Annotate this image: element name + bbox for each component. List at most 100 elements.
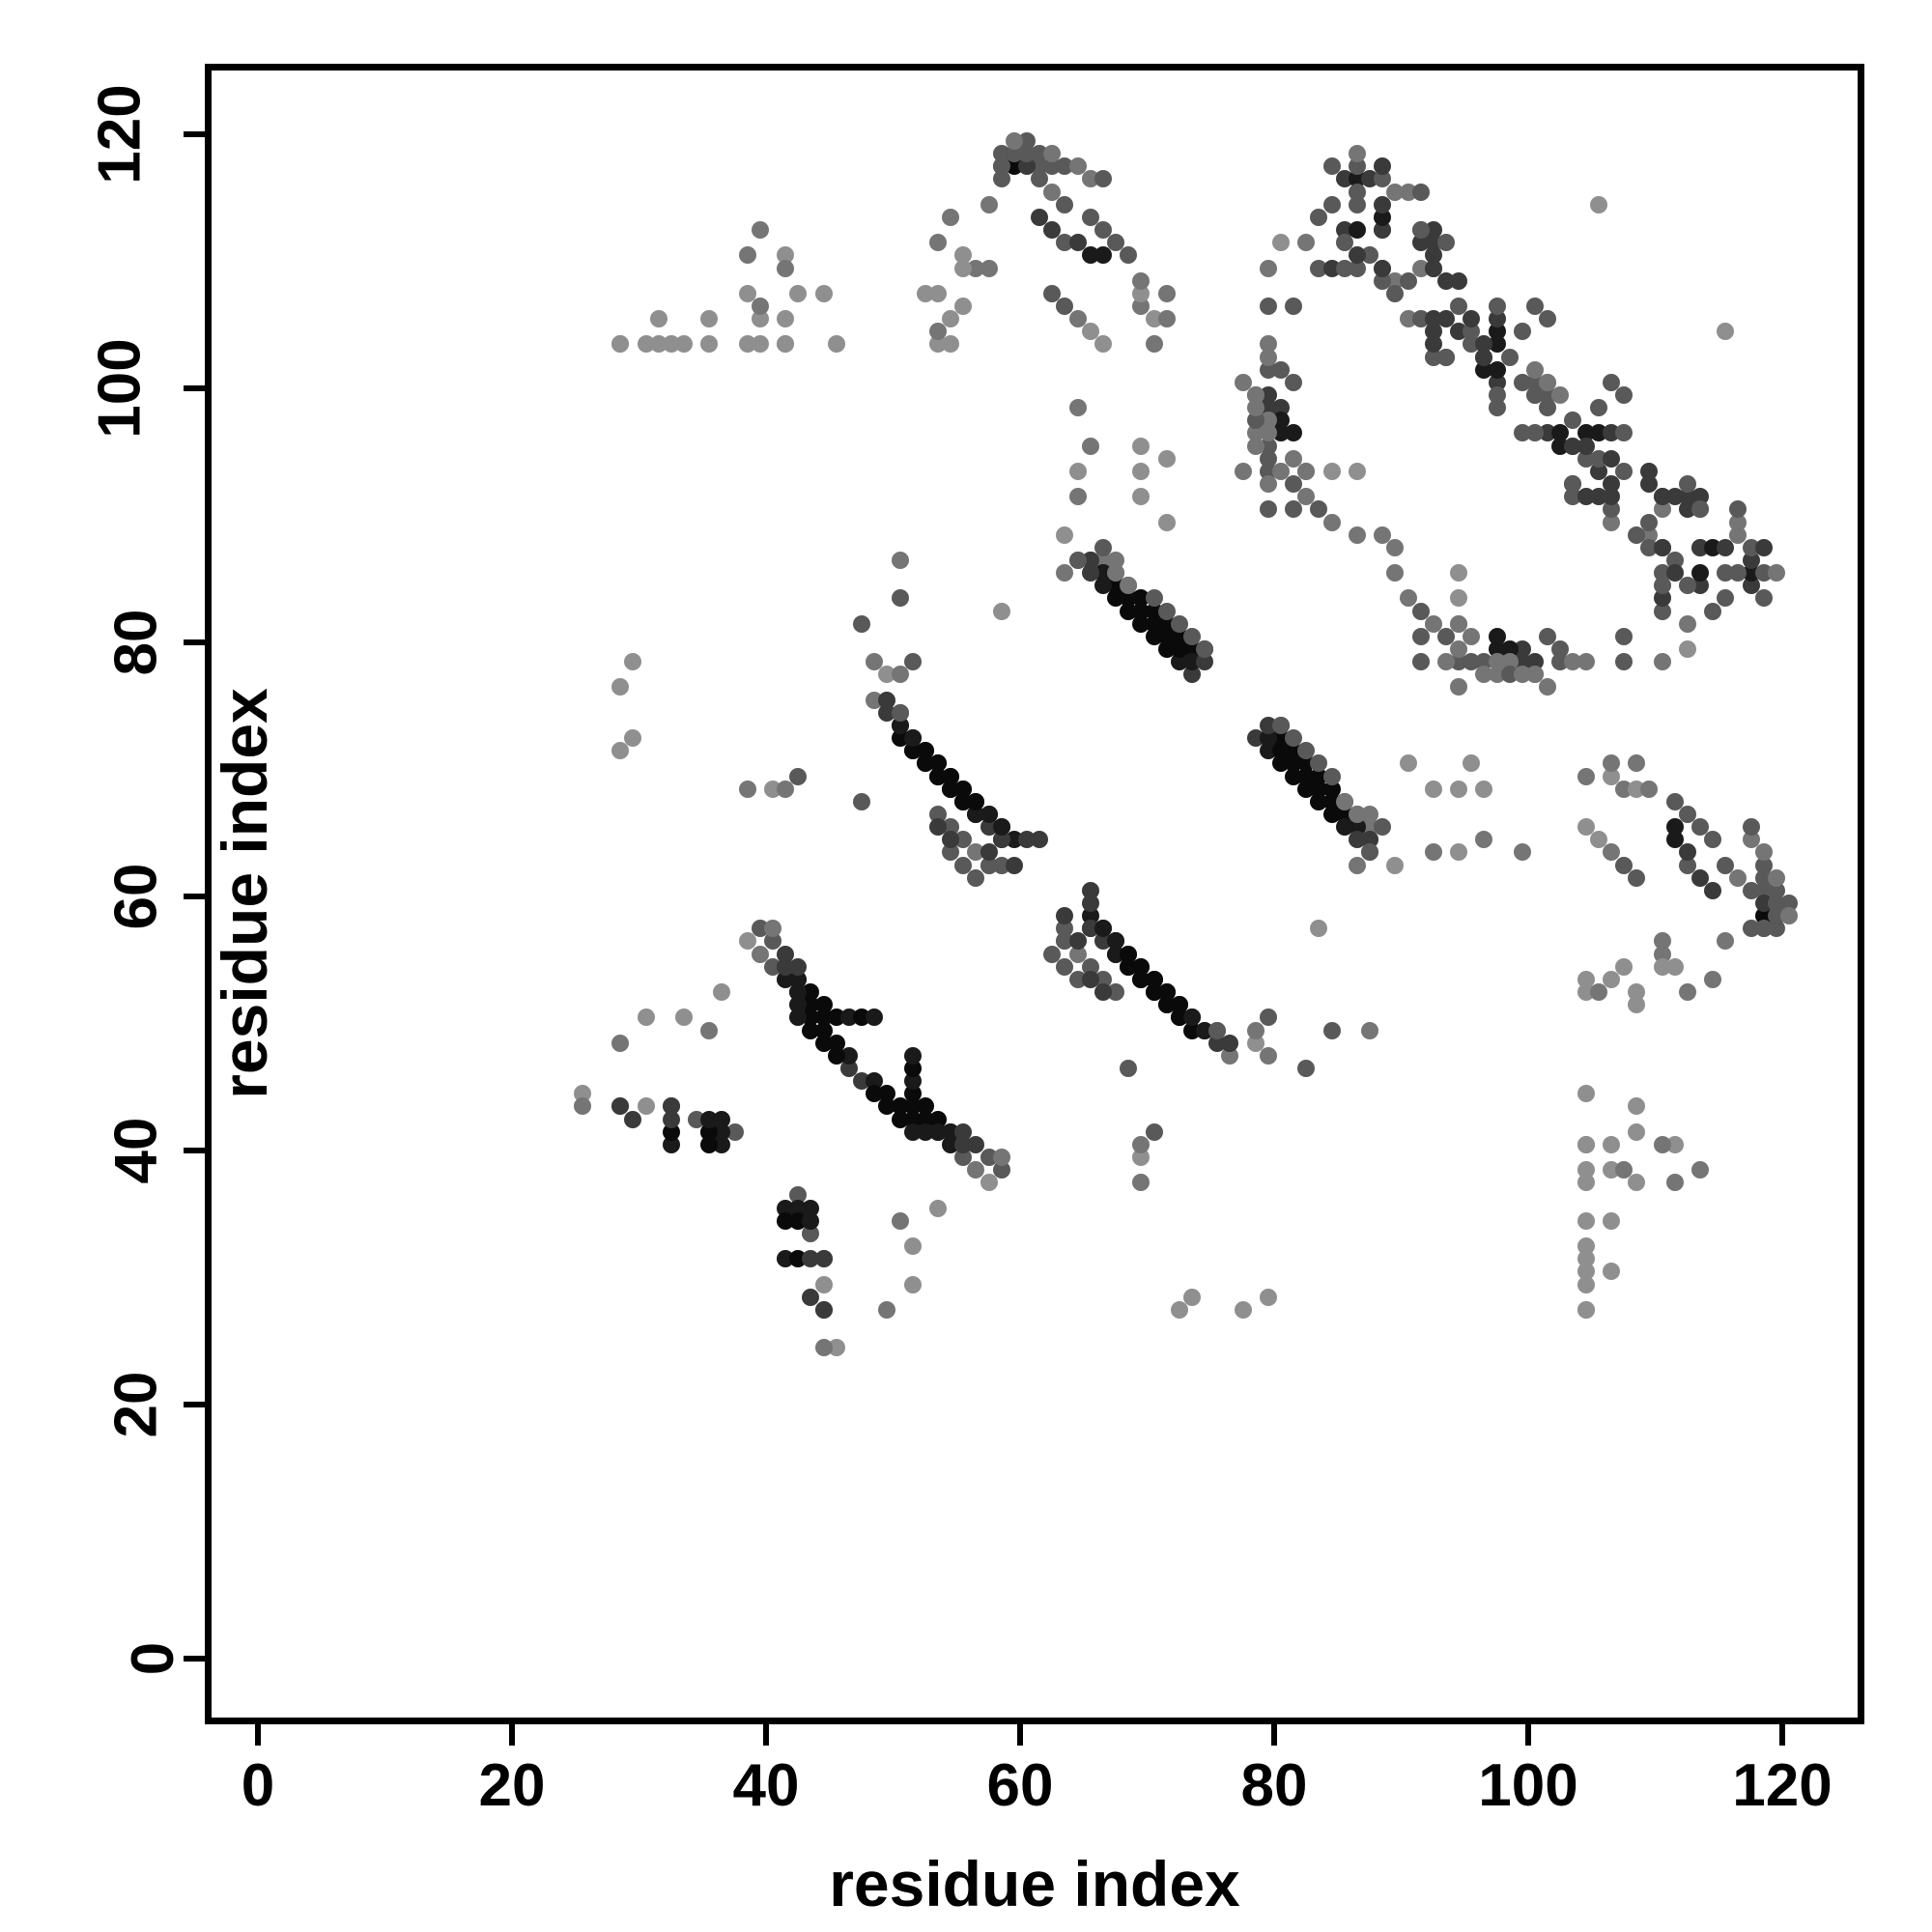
scatter-point [1602, 767, 1620, 785]
scatter-point [954, 831, 973, 849]
scatter-point [903, 1072, 922, 1091]
scatter-point [1094, 577, 1112, 595]
scatter-point [751, 945, 769, 963]
scatter-point [1602, 1211, 1620, 1230]
scatter-point [1577, 767, 1595, 785]
y-tick-label-80: 80 [103, 610, 170, 676]
scatter-point [662, 1097, 680, 1116]
y-tick-120 [184, 131, 205, 137]
scatter-point [1450, 589, 1468, 608]
scatter-point [839, 1059, 858, 1077]
scatter-point [980, 843, 998, 862]
scatter-point [1475, 831, 1493, 849]
scatter-point [1589, 488, 1607, 506]
scatter-point [1436, 310, 1455, 328]
scatter-point [1068, 462, 1087, 480]
scatter-point [1628, 1174, 1646, 1192]
scatter-point [637, 1097, 655, 1116]
scatter-point [1348, 259, 1366, 277]
scatter-point [1132, 602, 1151, 620]
scatter-point [713, 983, 731, 1002]
scatter-point [1107, 589, 1125, 608]
scatter-point [1577, 1300, 1595, 1319]
y-tick-40 [184, 1148, 205, 1153]
scatter-point [1221, 1034, 1239, 1052]
scatter-point [751, 310, 769, 328]
scatter-point [1602, 475, 1620, 494]
scatter-point [1450, 564, 1468, 582]
scatter-point [1665, 488, 1684, 506]
scatter-point [1424, 246, 1442, 265]
y-tick-label-text: 60 [102, 863, 170, 930]
scatter-point [1615, 1161, 1634, 1179]
scatter-point [674, 1009, 693, 1027]
scatter-point [1615, 653, 1634, 671]
scatter-point [1094, 538, 1112, 556]
scatter-point [611, 678, 630, 696]
scatter-point [903, 653, 922, 671]
scatter-point [967, 259, 985, 277]
scatter-point [1259, 500, 1277, 519]
scatter-point [662, 1110, 680, 1128]
scatter-point [1297, 1059, 1316, 1077]
x-tick-120 [1779, 1724, 1785, 1746]
scatter-point [1107, 983, 1125, 1002]
scatter-point [789, 767, 808, 785]
scatter-point [1602, 1135, 1620, 1153]
scatter-point [1653, 957, 1671, 976]
scatter-point [1678, 983, 1696, 1002]
scatter-point [1246, 437, 1264, 455]
scatter-point [1132, 271, 1151, 290]
scatter-point [1767, 564, 1785, 582]
scatter-point [1259, 1288, 1277, 1306]
scatter-point [1564, 475, 1582, 494]
scatter-point [802, 1211, 820, 1230]
scatter-point [1043, 183, 1062, 201]
scatter-point [866, 1009, 884, 1027]
scatter-point [1488, 627, 1506, 645]
scatter-point [674, 335, 693, 354]
scatter-point [1678, 805, 1696, 823]
scatter-point [1081, 437, 1099, 455]
scatter-point [1335, 792, 1353, 810]
y-tick-label-0: 0 [120, 1629, 186, 1689]
scatter-point [1310, 500, 1328, 519]
scatter-point [1539, 399, 1557, 417]
scatter-point [1361, 843, 1379, 862]
scatter-point [1678, 856, 1696, 874]
scatter-point [1182, 666, 1201, 684]
scatter-point [853, 792, 871, 810]
scatter-point [1374, 818, 1392, 837]
scatter-point [1196, 640, 1214, 658]
scatter-point [1513, 424, 1531, 442]
scatter-point [777, 335, 795, 354]
scatter-point [1742, 551, 1760, 569]
scatter-point [1335, 234, 1353, 252]
scatter-point [1056, 526, 1074, 544]
scatter-point [1577, 653, 1595, 671]
scatter-point [1246, 424, 1264, 442]
scatter-point [1068, 945, 1087, 963]
scatter-point [1450, 640, 1468, 658]
scatter-point [1259, 449, 1277, 468]
scatter-point [1348, 145, 1366, 163]
scatter-point [1145, 335, 1163, 354]
scatter-point [1678, 614, 1696, 633]
scatter-point [827, 1034, 845, 1052]
scatter-point [1043, 945, 1062, 963]
y-tick-100 [184, 385, 205, 391]
scatter-point [1056, 957, 1074, 976]
scatter-point [891, 589, 909, 608]
scatter-point [1450, 297, 1468, 315]
scatter-point [1665, 831, 1684, 849]
y-tick-80 [184, 639, 205, 645]
scatter-point [1589, 983, 1607, 1002]
scatter-point [725, 1122, 744, 1141]
scatter-point [1246, 399, 1264, 417]
scatter-point [1031, 831, 1049, 849]
scatter-point [1539, 373, 1557, 391]
scatter-point [1310, 920, 1328, 938]
scatter-point [802, 1288, 820, 1306]
scatter-point [1386, 564, 1405, 582]
